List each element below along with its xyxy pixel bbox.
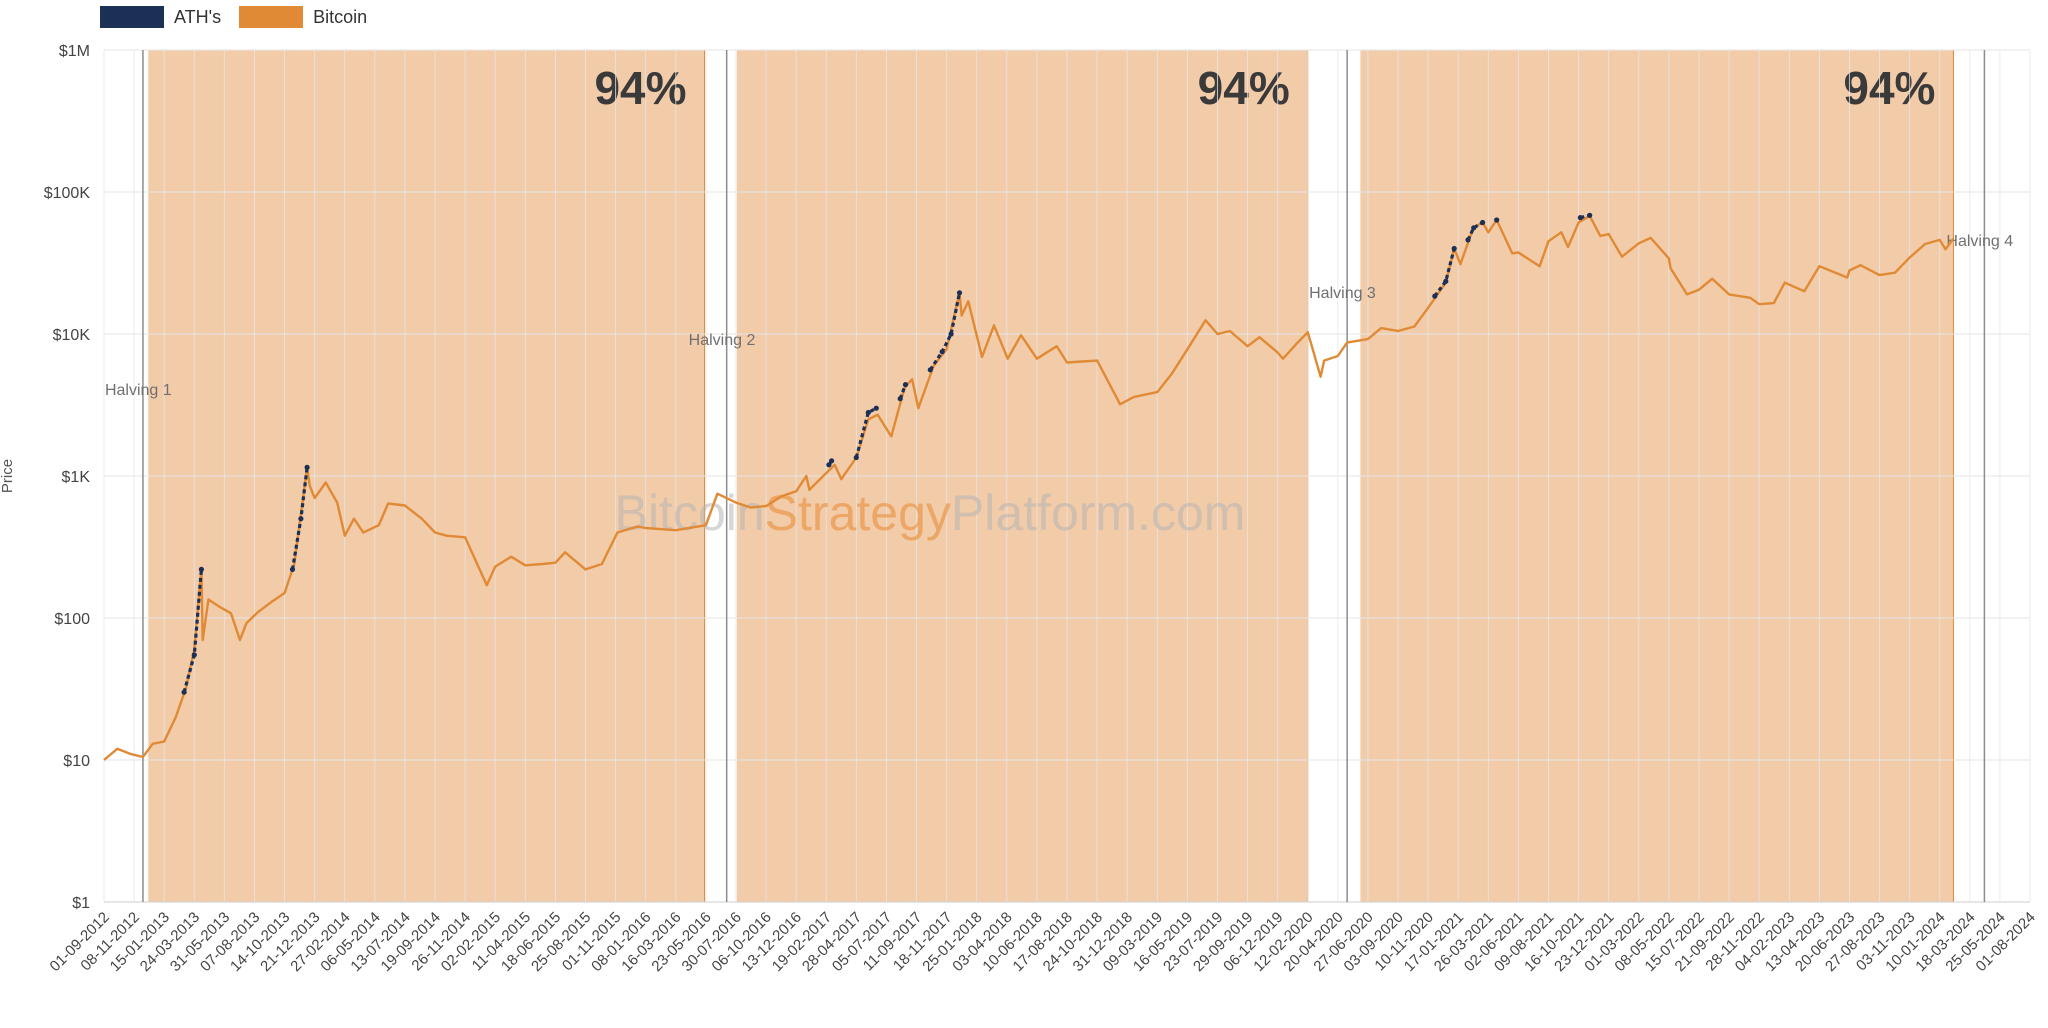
ath-point (198, 566, 204, 573)
cycle-drawdown-label-2: 94% (1198, 62, 1290, 114)
ath-point (1465, 237, 1471, 243)
ath-point (956, 290, 963, 296)
chart-grid (103, 49, 2031, 903)
ath-point (853, 454, 859, 461)
ath-point (289, 566, 296, 573)
ath-point (1587, 212, 1593, 218)
x-axis: 01-09-201208-11-201215-01-201324-03-2013… (47, 909, 2039, 975)
legend-item-bitcoin[interactable]: Bitcoin (239, 6, 367, 28)
price-series (103, 212, 1955, 761)
watermark-part-2: Strategy (765, 485, 951, 541)
cycle-drawdown-label-1: 94% (594, 62, 686, 114)
watermark-part-1: Bitcoin (615, 485, 765, 541)
ath-point (1494, 217, 1500, 223)
ath-segment-4 (854, 406, 878, 458)
ath-segment-6 (928, 292, 962, 371)
legend-label-bitcoin: Bitcoin (313, 6, 368, 27)
ath-point (1432, 293, 1438, 299)
ath-point (948, 331, 954, 337)
ath-point (897, 396, 903, 402)
y-tick-label: $10 (63, 753, 90, 770)
ath-point (304, 464, 310, 470)
y-axis-title: Price (0, 459, 16, 493)
legend-swatch-bitcoin (239, 6, 304, 28)
halving-markers: Halving 1 Halving 2 Halving 3 Halving 4 (105, 50, 2013, 902)
watermark-part-3: Platform.com (951, 485, 1246, 541)
ath-point (865, 409, 871, 416)
bitcoin-price-line (103, 214, 1955, 761)
ath-point (927, 367, 933, 373)
ath-point (826, 462, 832, 468)
ath-point (873, 405, 879, 411)
halving-label-3: Halving 3 (1309, 285, 1376, 302)
ath-point (191, 652, 197, 658)
halving-label-1: Halving 1 (105, 382, 172, 399)
ath-point (829, 458, 835, 464)
y-tick-label: $100K (44, 185, 91, 202)
cycle-drawdown-label-3: 94% (1843, 62, 1935, 114)
ath-point (1577, 215, 1583, 221)
legend-item-ath[interactable]: ATH's (100, 6, 221, 28)
watermark-text: BitcoinStrategyPlatform.com (615, 485, 1246, 541)
ath-point (298, 516, 304, 522)
y-tick-label: $100 (54, 611, 90, 628)
halving-label-4: Halving 4 (1946, 233, 2013, 250)
ath-point (902, 382, 909, 388)
ath-point (1451, 245, 1457, 252)
legend-swatch-ath (100, 6, 164, 28)
chart-legend: ATH's Bitcoin (100, 6, 385, 28)
halving-label-2: Halving 2 (689, 332, 756, 349)
y-tick-label: $10K (53, 327, 91, 344)
ath-point (1443, 278, 1449, 284)
ath-point (939, 349, 945, 355)
ath-point (1471, 225, 1477, 231)
y-tick-label: $1K (62, 469, 91, 486)
ath-point (1480, 219, 1486, 226)
legend-label-ath: ATH's (174, 6, 222, 27)
y-tick-label: $1M (59, 43, 90, 60)
y-axis: $1 $10 $100 $1K $10K $100K $1M (44, 43, 91, 912)
ath-point (181, 689, 187, 695)
y-tick-label: $1 (72, 895, 90, 912)
